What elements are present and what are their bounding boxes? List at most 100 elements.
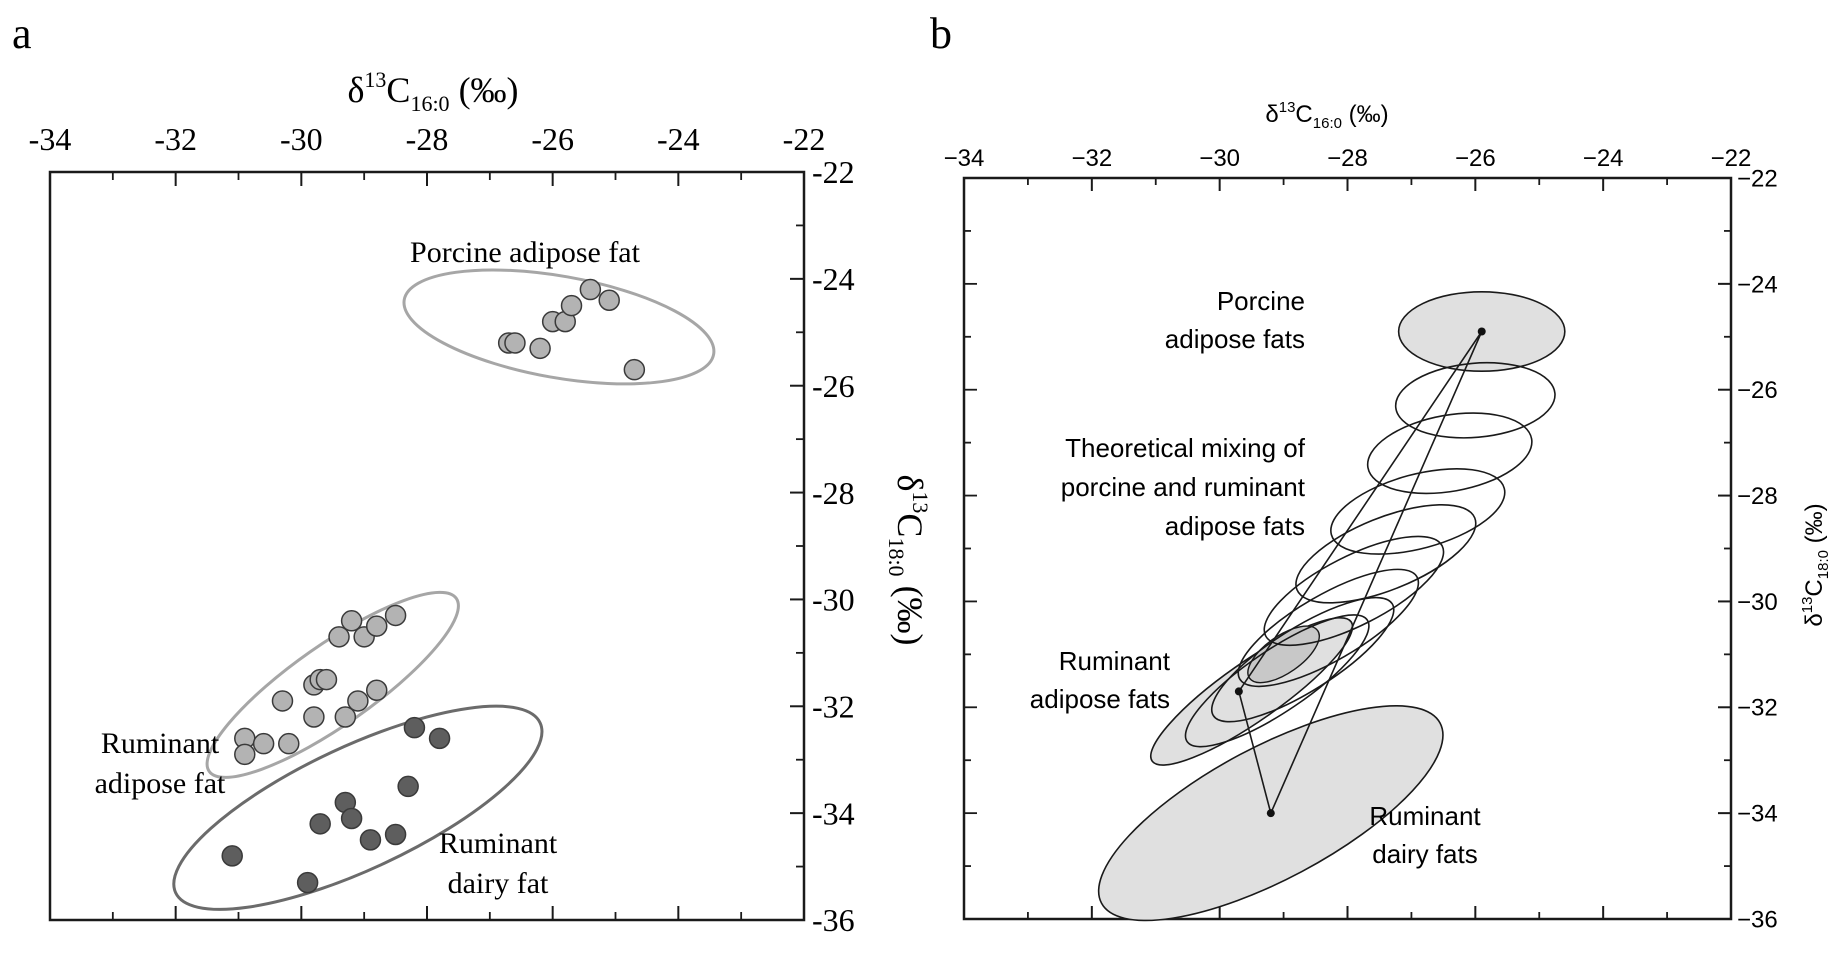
panel-b-mixing-ellipse	[1184, 614, 1370, 748]
panel-a-y-tick-label: -32	[812, 688, 855, 724]
panel-a-chart: δ13C16:0 (‰) δ13C18:0 (‰) -34 -32 -30 -28 -2…	[29, 67, 933, 938]
panel-a-data-point	[428, 727, 451, 750]
label-ruminant-adipose-fats-line1: Ruminant	[1059, 646, 1171, 676]
panel-a-y-tick-label: -28	[812, 475, 855, 511]
panel-a-x-tick-label: -24	[657, 121, 700, 157]
panel-b-centroid-point	[1266, 809, 1275, 818]
panel-b-mixing-ellipse	[1330, 468, 1506, 555]
panel-b-mixing-ellipse	[1295, 503, 1477, 604]
panel-b-letter: b	[930, 9, 952, 58]
panel-b-inner-ellipse	[1247, 625, 1320, 684]
panel-b-y-tick-label: −26	[1737, 377, 1778, 404]
label-ruminant-dairy-fats-line2: dairy fats	[1372, 839, 1478, 869]
panel-a-x-tick-label: -26	[531, 121, 574, 157]
panel-a-data-point	[359, 829, 382, 851]
panel-b-mixing-ellipse	[1237, 568, 1420, 688]
panel-a-data-point	[403, 716, 426, 739]
panel-b-y-axis-title: δ13C18:0 (‰)	[1799, 503, 1832, 626]
panel-b-mixing-ellipse	[1263, 535, 1445, 647]
panel-b-mixing-lines	[1238, 331, 1483, 814]
panel-a-data-point	[579, 278, 602, 301]
panel-b-mixing-line	[1238, 691, 1272, 814]
panel-b-centroid-point	[1234, 687, 1243, 696]
panel-a-data-point	[397, 775, 419, 798]
panel-a-data-point	[271, 690, 294, 712]
panel-b-y-tick-label: −32	[1737, 695, 1778, 722]
panel-b-mixing-ellipse	[1210, 596, 1395, 723]
panel-a-y-tick-label: -24	[812, 261, 855, 297]
panel-b-ellipses	[1097, 290, 1566, 922]
panel-a-x-tick-label: -34	[29, 121, 72, 157]
panel-a-y-tick-label: -26	[812, 368, 855, 404]
panel-a-y-tick-label: -34	[812, 795, 855, 831]
panel-b-centroid-point	[1477, 327, 1486, 336]
panel-b-mixing-line	[1270, 331, 1483, 814]
panel-a-x-tick-label: -22	[783, 121, 826, 157]
panel-b-x-tick-label: −34	[944, 145, 985, 172]
panel-a-data-point	[340, 807, 363, 830]
panel-a-data-point	[560, 294, 583, 317]
panel-a-group-ellipse	[172, 704, 544, 911]
panel-a-y-tick-label: -36	[812, 902, 855, 938]
label-ruminant-adipose-fat-line1: Ruminant	[101, 727, 220, 760]
panel-a-data-point	[623, 358, 646, 381]
panel-b-chart: δ13C16:0 (‰) δ13C18:0 (‰) −34 −32 −30 −28 −2…	[944, 99, 1832, 933]
panel-b-mixing-line	[1238, 331, 1483, 692]
panel-b-x-axis-title: δ13C16:0 (‰)	[1265, 99, 1388, 132]
panel-b-x-tick-label: −22	[1711, 145, 1752, 172]
panel-b-x-tick-label: −26	[1455, 145, 1496, 172]
panel-b-y-tick-label: −28	[1737, 483, 1778, 510]
panel-a-data-point	[365, 679, 388, 702]
panel-a-data-point	[365, 615, 388, 637]
label-theoretical-mixing-line1: Theoretical mixing of	[1065, 433, 1306, 463]
panel-b-centroids	[1234, 327, 1486, 818]
label-porcine-adipose-fats-line2: adipose fats	[1165, 324, 1305, 354]
panel-a-y-tick-label: -30	[812, 582, 855, 618]
label-theoretical-mixing-line3: adipose fats	[1165, 511, 1305, 541]
label-ruminant-dairy-fat-line2: dairy fat	[448, 867, 549, 900]
panel-a-x-tick-label: -28	[406, 121, 449, 157]
panel-a-y-axis-title: δ13C18:0 (‰)	[884, 474, 933, 645]
label-ruminant-adipose-fats-line2: adipose fats	[1030, 684, 1170, 714]
label-porcine-adipose-fats-line1: Porcine	[1217, 286, 1305, 316]
panel-a-data-point	[234, 743, 256, 766]
panel-a-data-point	[296, 871, 319, 894]
panel-a-data-point	[278, 732, 300, 755]
panel-a-data-point	[334, 706, 357, 728]
panel-a-data-point	[384, 604, 407, 627]
panel-b-y-tick-label: −30	[1737, 589, 1778, 616]
panel-a-data-point	[529, 337, 551, 360]
panel-b-y-tick-label: −24	[1737, 271, 1778, 298]
panel-a-data-point	[303, 706, 325, 728]
panel-a-ticks: -34 -32 -30 -28 -26 -24 -22-22 -24 -26 -28 -30 -32 -…	[29, 121, 855, 938]
panel-a-data-point	[315, 668, 338, 691]
panel-a-points	[221, 278, 646, 894]
label-ruminant-adipose-fat-line2: adipose fat	[95, 767, 226, 800]
panel-b-x-tick-label: −32	[1071, 145, 1112, 172]
panel-b-y-tick-label: −36	[1737, 906, 1778, 933]
panel-a-letter: a	[12, 9, 32, 58]
panel-b-y-tick-label: −22	[1737, 165, 1778, 192]
panel-a-ellipses	[172, 268, 716, 911]
panel-a-y-tick-label: -22	[812, 154, 855, 190]
panel-a-x-tick-label: -30	[280, 121, 323, 157]
panel-a-data-point	[328, 626, 350, 648]
panel-a-data-point	[221, 845, 243, 867]
panel-b-x-tick-label: −30	[1199, 145, 1240, 172]
panel-b-y-tick-label: −34	[1737, 801, 1778, 828]
panel-a-data-point	[384, 823, 407, 846]
label-ruminant-dairy-fat-line1: Ruminant	[439, 827, 558, 860]
panel-a-data-point	[252, 732, 275, 755]
panel-b-mixing-ellipse	[1366, 412, 1533, 495]
panel-a-plot-frame	[48, 170, 806, 922]
panel-a-data-point	[347, 690, 369, 712]
panel-a-data-point	[340, 610, 363, 632]
panel-a-data-point	[598, 289, 620, 311]
label-ruminant-dairy-fats-line1: Ruminant	[1369, 801, 1481, 831]
panel-b-x-tick-label: −24	[1583, 145, 1624, 172]
panel-a-x-axis-title: δ13C16:0 (‰)	[347, 67, 518, 116]
label-theoretical-mixing-line2: porcine and ruminant	[1061, 472, 1306, 502]
panel-a-x-tick-label: -32	[154, 121, 197, 157]
panel-b-mixing-ellipse	[1394, 361, 1556, 439]
